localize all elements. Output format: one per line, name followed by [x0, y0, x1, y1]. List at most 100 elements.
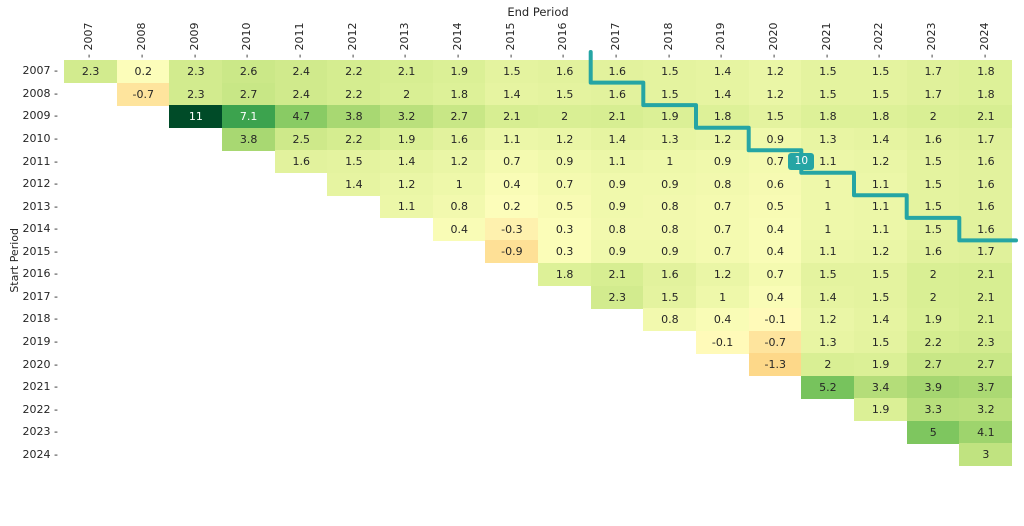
heatmap-cell: 0.9	[538, 150, 592, 174]
heatmap-cell: 5	[906, 420, 960, 444]
heatmap-cell: 0.4	[748, 217, 802, 241]
heatmap-cell: 0.3	[538, 217, 592, 241]
heatmap-cell: 2.3	[64, 60, 118, 84]
heatmap-cell: 1.9	[854, 353, 908, 377]
heatmap-cell: 1.5	[854, 330, 908, 354]
x-tick-label: - 2008	[135, 22, 148, 58]
heatmap-cell: 0.5	[748, 195, 802, 219]
heatmap-cell: 0.7	[485, 150, 539, 174]
heatmap-cell: 1.5	[854, 60, 908, 84]
heatmap-cell: -0.7	[116, 82, 170, 106]
heatmap-cell: 0.9	[643, 240, 697, 264]
heatmap-cell: 0.9	[748, 127, 802, 151]
heatmap-cell: 0.4	[432, 217, 486, 241]
y-tick-label: 2018 -	[22, 312, 58, 326]
heatmap-cell: 1.6	[643, 263, 697, 287]
heatmap-cell: 1.7	[906, 82, 960, 106]
heatmap-cell: 1.6	[590, 60, 644, 84]
heatmap-cell: 1.6	[432, 127, 486, 151]
start-period-axis-title: Start Period	[8, 228, 21, 293]
heatmap-cell: 1.6	[959, 217, 1013, 241]
heatmap-cell: 7.1	[222, 105, 276, 129]
heatmap-cell: 2.1	[959, 263, 1013, 287]
heatmap-cell: 1.6	[959, 195, 1013, 219]
heatmap-cell: 1.9	[906, 308, 960, 332]
heatmap-cell: 0.2	[116, 60, 170, 84]
heatmap-cell: 1	[801, 172, 855, 196]
heatmap-cell: 1.4	[590, 127, 644, 151]
heatmap-cell: 1.8	[959, 82, 1013, 106]
heatmap-cell: 1.5	[801, 82, 855, 106]
x-tick-label: - 2015	[503, 22, 517, 58]
heatmap-cell: 1.8	[432, 82, 486, 106]
heatmap-cell: 1.1	[380, 195, 434, 219]
x-tick-label: - 2014	[451, 22, 464, 58]
x-tick-label: - 2022	[872, 22, 886, 58]
heatmap-cell: 1.1	[854, 217, 908, 241]
heatmap-cell: 1.2	[696, 127, 750, 151]
heatmap-cell: 1.1	[854, 195, 908, 219]
heatmap-cell: 2	[538, 105, 592, 129]
heatmap-cell: 1.8	[959, 60, 1013, 84]
heatmap-cell: 1.2	[854, 150, 908, 174]
heatmap-cell: 1.5	[906, 150, 960, 174]
heatmap-cell: 1.5	[801, 60, 855, 84]
heatmap-cell: 3.2	[380, 105, 434, 129]
heatmap-cell: 3.8	[327, 105, 381, 129]
heatmap-cell: 1.5	[643, 82, 697, 106]
heatmap-cell: 3.8	[222, 127, 276, 151]
heatmap-cell: -0.1	[696, 330, 750, 354]
heatmap-cell: 1.6	[590, 82, 644, 106]
x-tick-label: - 2019	[714, 22, 728, 58]
heatmap-cell: 3.4	[854, 375, 908, 399]
heatmap-cell: 1	[696, 285, 750, 309]
heatmap-cell: 0.3	[538, 240, 592, 264]
heatmap-cell: 2.1	[959, 308, 1013, 332]
heatmap-cell: 1.3	[643, 127, 697, 151]
heatmap-cell: 1.8	[696, 105, 750, 129]
heatmap-cell: 2.4	[274, 82, 328, 106]
x-tick-label: - 2009	[187, 22, 201, 58]
heatmap-cell: 1.1	[590, 150, 644, 174]
heatmap-cell: 2.5	[274, 127, 328, 151]
heatmap-cell: 4.7	[274, 105, 328, 129]
heatmap-cell: 3.7	[959, 375, 1013, 399]
y-tick-label: 2014 -	[22, 222, 58, 236]
heatmap-cell: 0.7	[696, 240, 750, 264]
heatmap-cell: 0.8	[643, 195, 697, 219]
heatmap-cell: 2.7	[222, 82, 276, 106]
y-tick-label: 2024 -	[22, 447, 58, 461]
heatmap-cell: 1.2	[538, 127, 592, 151]
heatmap-cell: 0.6	[748, 172, 802, 196]
heatmap-cell: 0.2	[485, 195, 539, 219]
heatmap-cell: 0.7	[696, 217, 750, 241]
y-tick-label: 2009 -	[22, 109, 58, 123]
heatmap-cell: 1.6	[274, 150, 328, 174]
heatmap-cell: 2	[906, 263, 960, 287]
ten-year-badge: 10	[788, 153, 815, 170]
heatmap-cell: 1.3	[801, 330, 855, 354]
heatmap-cell: 0.4	[748, 240, 802, 264]
x-tick-label: - 2016	[556, 22, 570, 58]
heatmap-cell: 1.9	[432, 60, 486, 84]
heatmap-cell: 1	[801, 195, 855, 219]
heatmap-cell: 1.4	[380, 150, 434, 174]
heatmap-cell: 1.5	[906, 217, 960, 241]
heatmap-cell: 1.2	[380, 172, 434, 196]
heatmap-cell: 1.5	[538, 82, 592, 106]
heatmap-cell: 2.7	[959, 353, 1013, 377]
heatmap-cell: -0.9	[485, 240, 539, 264]
heatmap-cell: 2	[906, 285, 960, 309]
heatmap-cell: 0.8	[432, 195, 486, 219]
x-tick-label: - 2021	[819, 22, 833, 58]
heatmap-cell: 0.8	[643, 217, 697, 241]
heatmap-cell: 0.9	[590, 172, 644, 196]
heatmap-cell: 2.1	[590, 263, 644, 287]
heatmap-cell: 2.2	[327, 127, 381, 151]
x-tick-label: - 2023	[925, 22, 938, 58]
y-tick-label: 2012 -	[22, 177, 58, 191]
y-tick-label: 2015 -	[22, 244, 58, 258]
heatmap-cell: 1.2	[801, 308, 855, 332]
heatmap-cell: 3	[959, 443, 1013, 467]
heatmap-cell: 2.3	[959, 330, 1013, 354]
